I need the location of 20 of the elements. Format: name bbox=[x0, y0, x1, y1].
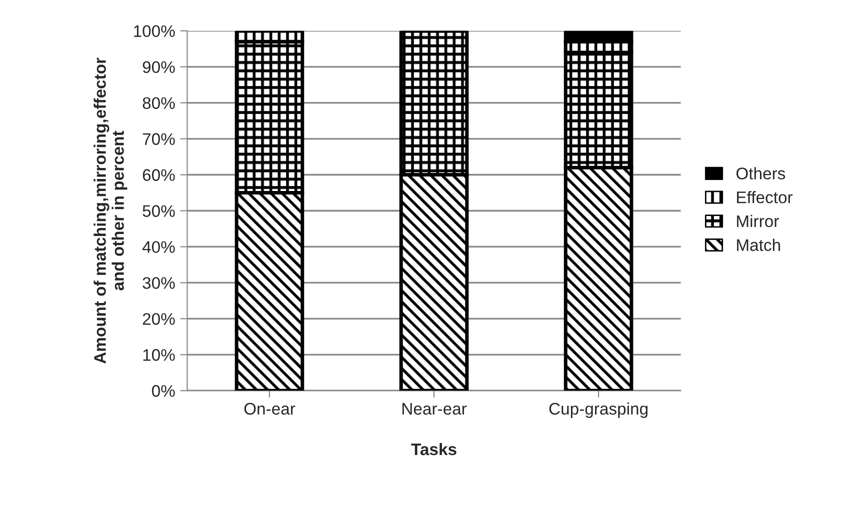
y-tick-label: 10% bbox=[143, 349, 175, 361]
legend-label: Others bbox=[736, 167, 786, 180]
y-tick-label: 90% bbox=[142, 61, 175, 74]
x-axis-title: Tasks bbox=[411, 442, 456, 456]
y-tick-label: 70% bbox=[142, 133, 175, 145]
x-tick-label: Near-ear bbox=[402, 403, 467, 415]
y-tick-label: 0% bbox=[152, 385, 175, 397]
y-tick-label: 50% bbox=[142, 205, 175, 217]
y-tick-label: 30% bbox=[142, 277, 175, 289]
y-tick-label: 40% bbox=[142, 241, 175, 253]
x-tick-label: On-ear bbox=[244, 402, 296, 415]
y-tick-label: 60% bbox=[142, 169, 175, 181]
y-tick-label: 100% bbox=[134, 25, 175, 38]
legend-label: Match bbox=[737, 238, 780, 252]
y-axis-title: Amount of matching,mirroring,effector and other in percent bbox=[94, 58, 128, 364]
y-tick-label: 20% bbox=[142, 313, 175, 325]
x-tick-label: Cup-grasping bbox=[549, 402, 648, 418]
legend-label: Mirror bbox=[737, 214, 779, 228]
y-tick-label: 80% bbox=[142, 97, 175, 110]
legend-label: Effector bbox=[737, 191, 793, 204]
